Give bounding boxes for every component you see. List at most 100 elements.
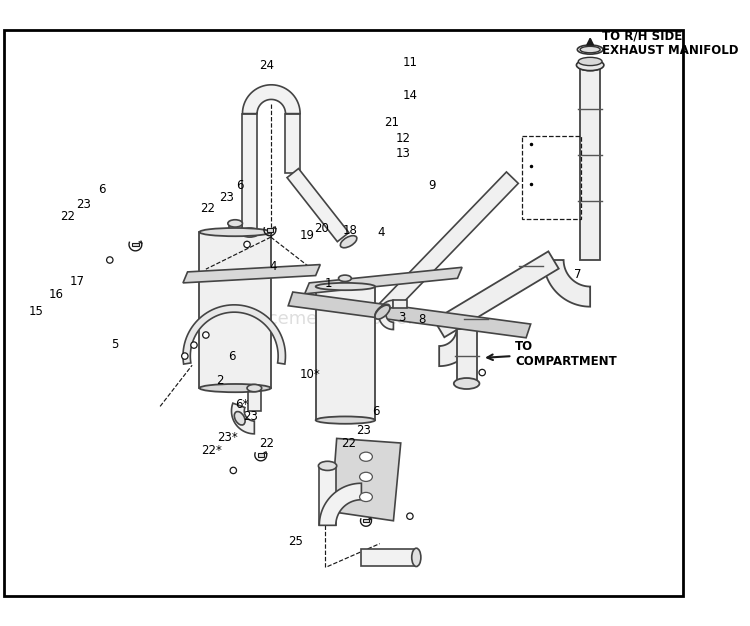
Polygon shape xyxy=(394,300,407,307)
Ellipse shape xyxy=(578,45,603,54)
Text: 8: 8 xyxy=(419,314,426,326)
Text: 11: 11 xyxy=(403,56,418,69)
Ellipse shape xyxy=(200,384,271,393)
Text: 13: 13 xyxy=(396,147,411,160)
Text: 20: 20 xyxy=(314,222,328,235)
Text: 23: 23 xyxy=(76,198,92,211)
Polygon shape xyxy=(340,279,350,287)
Bar xyxy=(258,453,264,457)
Text: 6: 6 xyxy=(228,349,236,362)
Text: 5: 5 xyxy=(112,338,119,351)
Text: 22*: 22* xyxy=(201,444,222,457)
Ellipse shape xyxy=(340,235,357,248)
Ellipse shape xyxy=(359,472,373,481)
Polygon shape xyxy=(544,260,590,307)
Text: 4: 4 xyxy=(269,260,277,272)
Circle shape xyxy=(182,353,188,359)
Text: eReplacementParts.com: eReplacementParts.com xyxy=(206,310,425,328)
Text: 23: 23 xyxy=(356,424,371,437)
Ellipse shape xyxy=(577,59,604,71)
Ellipse shape xyxy=(578,59,603,71)
Bar xyxy=(316,287,375,420)
Text: 6: 6 xyxy=(98,183,105,197)
Polygon shape xyxy=(580,65,600,260)
Bar xyxy=(132,242,139,247)
Bar xyxy=(363,519,369,523)
Ellipse shape xyxy=(375,304,390,318)
Text: 25: 25 xyxy=(288,535,302,548)
Polygon shape xyxy=(183,305,286,364)
Polygon shape xyxy=(287,168,349,242)
Text: TO R/H SIDE
EXHAUST MANIFOLD: TO R/H SIDE EXHAUST MANIFOLD xyxy=(602,29,739,57)
Text: 23: 23 xyxy=(219,191,234,204)
Text: 1: 1 xyxy=(324,277,332,290)
Text: 4: 4 xyxy=(377,227,385,239)
Ellipse shape xyxy=(319,461,337,471)
Text: 6: 6 xyxy=(236,180,244,192)
Text: 14: 14 xyxy=(403,89,418,102)
Polygon shape xyxy=(248,388,261,411)
Polygon shape xyxy=(242,85,300,113)
Text: 3: 3 xyxy=(398,311,405,324)
Circle shape xyxy=(190,342,197,348)
Ellipse shape xyxy=(359,452,373,461)
Text: 22: 22 xyxy=(259,437,274,450)
Ellipse shape xyxy=(580,46,600,53)
Ellipse shape xyxy=(454,378,479,389)
Text: 18: 18 xyxy=(343,223,358,237)
Polygon shape xyxy=(183,265,320,283)
Polygon shape xyxy=(229,223,242,232)
Ellipse shape xyxy=(338,275,351,282)
Circle shape xyxy=(106,257,113,263)
Text: 6*: 6* xyxy=(235,398,248,411)
Polygon shape xyxy=(242,113,257,232)
Polygon shape xyxy=(320,466,336,525)
Ellipse shape xyxy=(359,493,373,501)
Polygon shape xyxy=(288,292,531,338)
Polygon shape xyxy=(379,300,394,329)
Text: 15: 15 xyxy=(28,305,43,319)
Text: 7: 7 xyxy=(574,268,581,280)
Circle shape xyxy=(202,332,209,338)
Text: 23*: 23* xyxy=(217,431,238,444)
Polygon shape xyxy=(232,403,254,434)
Polygon shape xyxy=(457,329,477,384)
Text: 19: 19 xyxy=(300,229,315,242)
Bar xyxy=(267,228,273,232)
Ellipse shape xyxy=(247,384,262,392)
Circle shape xyxy=(244,241,250,248)
Ellipse shape xyxy=(228,220,242,227)
Circle shape xyxy=(230,467,236,474)
Polygon shape xyxy=(286,113,300,173)
Text: 21: 21 xyxy=(384,116,399,130)
Bar xyxy=(521,136,581,219)
Text: 23: 23 xyxy=(243,409,258,423)
Text: 12: 12 xyxy=(396,133,411,145)
Polygon shape xyxy=(332,438,400,521)
Ellipse shape xyxy=(316,416,375,424)
Ellipse shape xyxy=(316,283,375,290)
Polygon shape xyxy=(440,329,477,366)
Circle shape xyxy=(406,513,413,520)
Polygon shape xyxy=(320,483,362,525)
Ellipse shape xyxy=(578,58,602,66)
Ellipse shape xyxy=(412,548,421,567)
Text: TO
COMPARTMENT: TO COMPARTMENT xyxy=(515,341,616,368)
Polygon shape xyxy=(434,252,559,337)
Text: 10*: 10* xyxy=(300,369,320,381)
Ellipse shape xyxy=(375,305,390,319)
Polygon shape xyxy=(304,267,462,294)
Text: 22: 22 xyxy=(200,202,214,215)
Text: 22: 22 xyxy=(60,210,75,223)
Text: 17: 17 xyxy=(69,275,84,288)
Ellipse shape xyxy=(200,228,271,236)
Text: 2: 2 xyxy=(216,374,223,387)
Ellipse shape xyxy=(234,411,245,425)
Polygon shape xyxy=(378,172,518,316)
Polygon shape xyxy=(362,549,416,566)
Text: 9: 9 xyxy=(428,180,436,192)
Text: 16: 16 xyxy=(49,288,64,301)
Text: 6: 6 xyxy=(372,405,380,418)
Text: 24: 24 xyxy=(259,59,274,72)
Bar xyxy=(200,232,271,388)
